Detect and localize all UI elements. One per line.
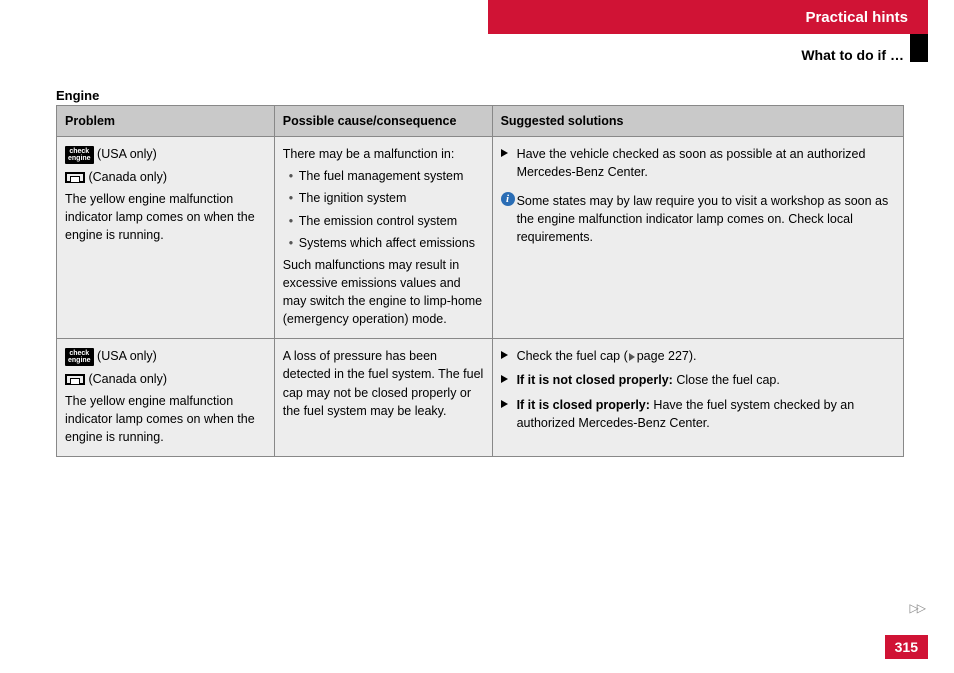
check-engine-icon: checkengine [65,348,94,366]
cell-problem: checkengine (USA only) (Canada only) The… [57,339,275,457]
side-tab [910,34,928,62]
col-header-cause: Possible cause/consequence [274,106,492,137]
solution-bold: If it is not closed properly: [517,373,673,387]
header-band: Practical hints [488,0,928,34]
section-title: Engine [56,88,99,103]
solution-item: If it is closed properly: Have the fuel … [501,396,895,432]
icon-note-usa: (USA only) [97,349,157,363]
solution-text-post: ). [689,349,697,363]
table-row: checkengine (USA only) (Canada only) The… [57,339,904,457]
triangle-icon [501,149,508,157]
cause-bullet: Systems which affect emissions [289,234,484,252]
troubleshooting-table: Problem Possible cause/consequence Sugge… [56,105,904,457]
cause-bullet: The fuel management system [289,167,484,185]
triangle-icon [501,375,508,383]
solution-list: Have the vehicle checked as soon as poss… [501,145,895,181]
solution-item: If it is not closed properly: Close the … [501,371,895,389]
canada-engine-icon [65,374,85,385]
cell-problem: checkengine (USA only) (Canada only) The… [57,137,275,339]
info-icon: i [501,192,515,206]
info-text: Some states may by law require you to vi… [501,192,895,246]
icon-note-usa: (USA only) [97,147,157,161]
check-engine-icon: checkengine [65,146,94,164]
solution-text: Have the vehicle checked as soon as poss… [517,147,866,179]
problem-text: The yellow engine malfunction indicator … [65,190,266,244]
solution-list: Check the fuel cap ( page 227). If it is … [501,347,895,432]
solution-bold: If it is closed properly: [517,398,650,412]
col-header-problem: Problem [57,106,275,137]
solution-item: Check the fuel cap ( page 227). [501,347,895,365]
canada-engine-icon [65,172,85,183]
triangle-icon [501,351,508,359]
col-header-solution: Suggested solutions [492,106,903,137]
table-row: checkengine (USA only) (Canada only) The… [57,137,904,339]
problem-text: The yellow engine malfunction indicator … [65,392,266,446]
solution-text-pre: Check the fuel cap ( [517,349,628,363]
cause-outro: Such malfunctions may result in excessiv… [283,256,484,329]
cell-solution: Have the vehicle checked as soon as poss… [492,137,903,339]
page-ref-icon [629,353,635,361]
page-ref: page 227 [637,349,689,363]
page-number: 315 [885,635,928,659]
cell-solution: Check the fuel cap ( page 227). If it is … [492,339,903,457]
continue-arrows-icon: ▷▷ [910,601,924,615]
solution-text: Close the fuel cap. [673,373,780,387]
cell-cause: A loss of pressure has been detected in … [274,339,492,457]
icon-note-canada: (Canada only) [88,372,167,386]
cause-bullet: The ignition system [289,189,484,207]
cause-intro: There may be a malfunction in: [283,145,484,163]
triangle-icon [501,400,508,408]
header-title: Practical hints [805,9,908,26]
solution-item: Have the vehicle checked as soon as poss… [501,145,895,181]
subheader: What to do if … [801,47,904,63]
cause-text: A loss of pressure has been detected in … [283,347,484,420]
cause-bullets: The fuel management system The ignition … [289,167,484,252]
icon-note-canada: (Canada only) [88,170,167,184]
cell-cause: There may be a malfunction in: The fuel … [274,137,492,339]
cause-bullet: The emission control system [289,212,484,230]
info-block: i Some states may by law require you to … [501,189,895,246]
